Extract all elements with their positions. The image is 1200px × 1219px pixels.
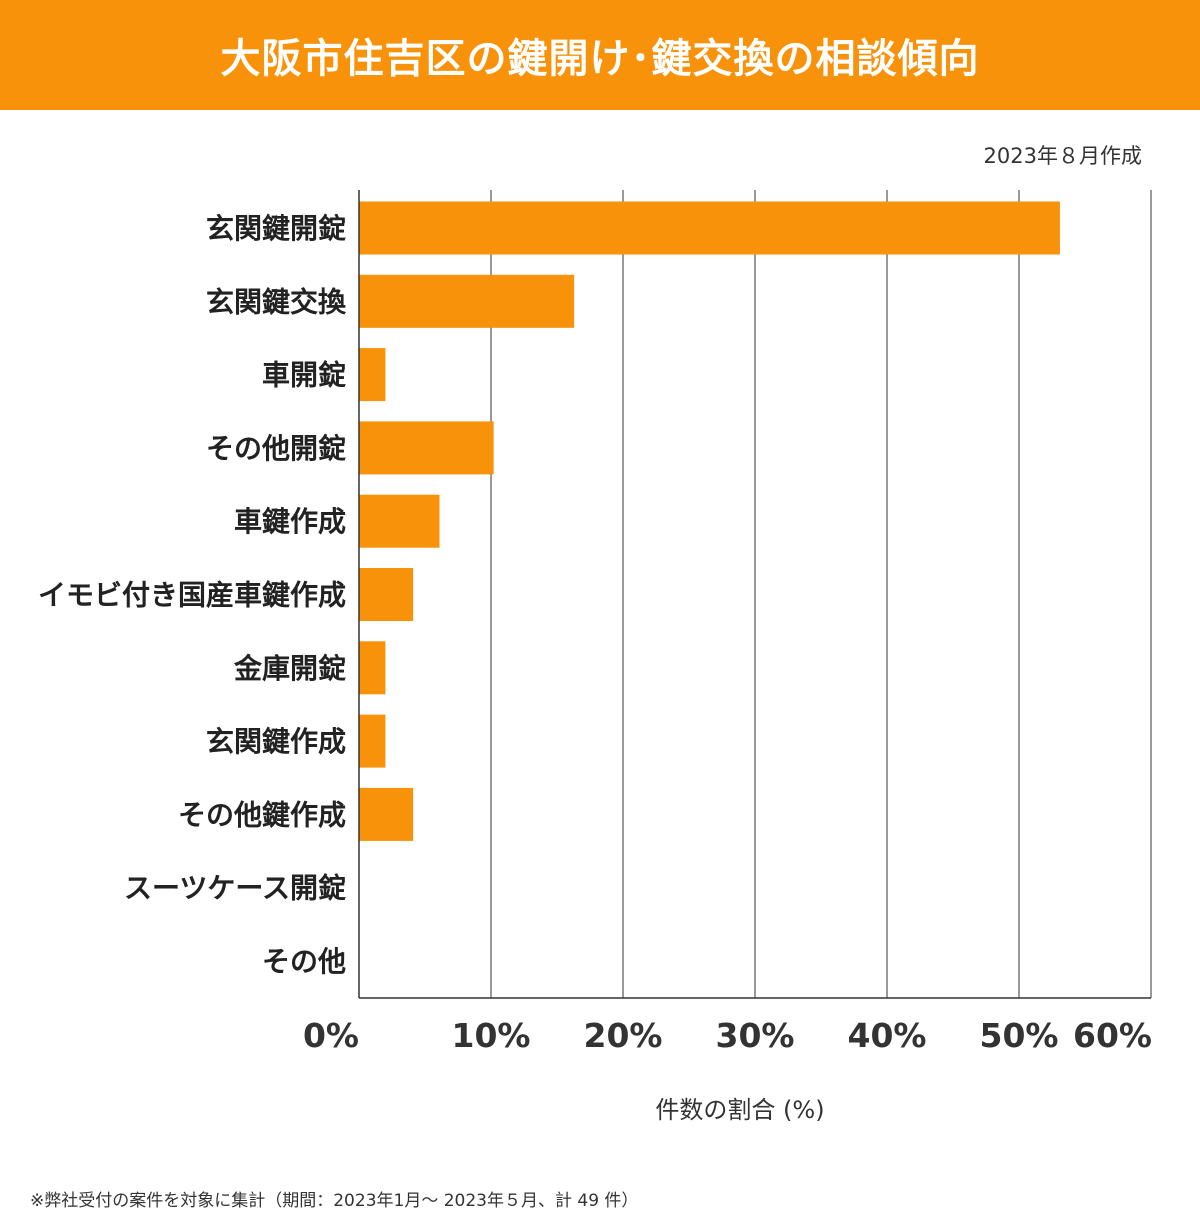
tick-label: 30% bbox=[716, 1016, 795, 1055]
tick-label: 40% bbox=[848, 1016, 927, 1055]
tick-label: 60% bbox=[1073, 1016, 1152, 1055]
tick-label: 10% bbox=[452, 1016, 531, 1055]
tick-label: 0% bbox=[303, 1016, 359, 1055]
bar bbox=[359, 787, 414, 841]
category-label: 車鍵作成 bbox=[234, 505, 346, 538]
bar bbox=[359, 348, 386, 402]
bar bbox=[359, 274, 575, 328]
category-label: その他 bbox=[262, 945, 346, 978]
category-label: イモビ付き国産車鍵作成 bbox=[38, 579, 346, 612]
x-axis-label: 件数の割合 (%) bbox=[655, 1096, 825, 1124]
bar bbox=[359, 201, 1060, 255]
title-banner: 大阪市住吉区の鍵開け･鍵交換の相談傾向 bbox=[0, 0, 1200, 110]
bar bbox=[359, 421, 494, 475]
category-label: スーツケース開錠 bbox=[124, 872, 346, 905]
category-label: 玄関鍵作成 bbox=[206, 725, 346, 758]
category-label: 車開錠 bbox=[262, 359, 346, 392]
category-label: その他鍵作成 bbox=[178, 798, 346, 831]
chart-title: 大阪市住吉区の鍵開け･鍵交換の相談傾向 bbox=[220, 36, 980, 82]
tick-label: 20% bbox=[584, 1016, 663, 1055]
category-label: 金庫開錠 bbox=[233, 652, 346, 685]
category-label: その他開錠 bbox=[206, 432, 346, 465]
footnote: ※弊社受付の案件を対象に集計（期間：2023年1月～ 2023年５月、計 49 … bbox=[30, 1191, 639, 1211]
tick-label: 50% bbox=[980, 1016, 1059, 1055]
category-label: 玄関鍵開錠 bbox=[206, 212, 346, 245]
bar bbox=[359, 494, 440, 548]
bar bbox=[359, 714, 386, 768]
bar bbox=[359, 568, 414, 621]
bar bbox=[359, 641, 386, 695]
date-note: 2023年８月作成 bbox=[983, 144, 1142, 168]
category-label: 玄関鍵交換 bbox=[206, 285, 347, 318]
